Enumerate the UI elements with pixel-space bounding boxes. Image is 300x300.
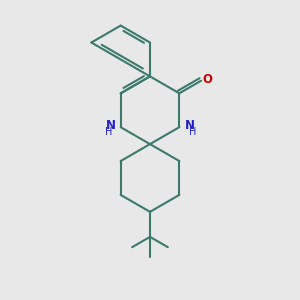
Text: H: H <box>105 128 112 137</box>
Text: O: O <box>202 73 212 86</box>
Text: N: N <box>184 119 195 132</box>
Text: H: H <box>189 128 196 137</box>
Text: N: N <box>105 119 116 132</box>
